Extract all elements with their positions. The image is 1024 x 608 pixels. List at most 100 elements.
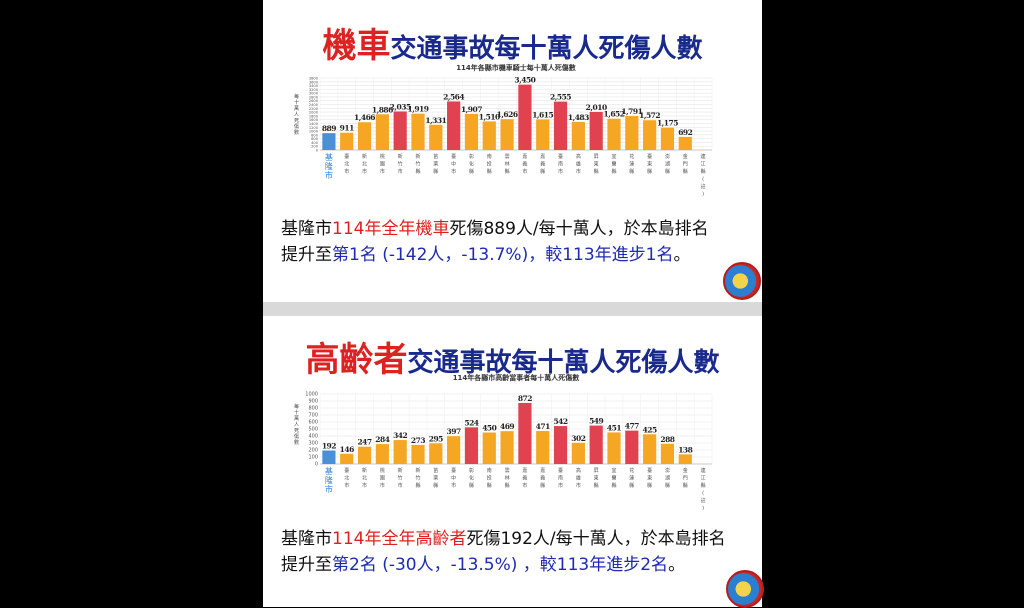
elderly-bar-chart: 114年各縣市高齡當事者每十萬人死傷數每十萬人死傷數01002003004005… xyxy=(294,373,713,510)
title-rest: 交通事故每十萬人死傷人數 xyxy=(390,34,703,64)
bar xyxy=(464,427,479,464)
data-label: 247 xyxy=(357,438,371,447)
data-label: 302 xyxy=(571,434,585,443)
bar xyxy=(411,113,425,150)
bar xyxy=(447,101,461,150)
x-tick-label: 高雄市 xyxy=(576,153,581,175)
slide-title: 機車交通事故每十萬人死傷人數 xyxy=(263,18,762,67)
x-tick-label: 臺中市 xyxy=(451,153,456,175)
data-label: 192 xyxy=(322,442,336,451)
bar xyxy=(607,118,621,150)
x-tick-label: 臺北市 xyxy=(344,467,349,489)
x-tick-label: 宜蘭縣 xyxy=(611,467,616,489)
y-tick-label: 800 xyxy=(311,133,319,137)
y-tick-label: 400 xyxy=(311,141,319,145)
data-label: 146 xyxy=(340,445,354,454)
x-tick-label: 臺南市 xyxy=(558,467,563,489)
x-tick-label: 新北市 xyxy=(362,153,367,175)
x-tick-label: 臺中市 xyxy=(451,467,456,489)
data-label: 2,564 xyxy=(443,92,464,101)
x-tick-label: 新竹市 xyxy=(398,153,403,175)
bar xyxy=(518,402,532,464)
y-tick-label: 2400 xyxy=(309,103,319,107)
bar xyxy=(393,111,407,150)
summary-rank: 第1名 (-142人，-13.7%)，較113年進步1名 xyxy=(332,245,674,265)
x-tick-label: 桃園市 xyxy=(380,467,385,489)
x-tick-label: 臺東縣 xyxy=(647,467,652,489)
bar xyxy=(643,120,657,150)
y-tick-label: 500 xyxy=(308,427,318,433)
y-tick-label: 900 xyxy=(308,399,318,405)
slide-title: 高齡者交通事故每十萬人死傷人數 xyxy=(263,332,762,381)
bar xyxy=(464,113,479,150)
bar xyxy=(393,440,407,464)
data-label: 2,010 xyxy=(586,103,607,112)
data-label: 469 xyxy=(500,422,514,431)
bar xyxy=(482,432,496,464)
data-label: 1,466 xyxy=(354,113,375,122)
x-tick-label: 新竹縣 xyxy=(415,467,420,489)
bar xyxy=(571,442,585,464)
bar xyxy=(553,426,568,464)
bar xyxy=(482,121,496,150)
summary-text: 基隆市 xyxy=(281,219,332,239)
bar xyxy=(660,443,675,464)
data-label: 1,615 xyxy=(532,110,553,119)
x-tick-label: 臺東縣 xyxy=(647,153,652,175)
x-tick-label: 花蓮縣 xyxy=(629,153,634,175)
x-tick-label: 連江縣(註) xyxy=(701,467,706,510)
bar xyxy=(678,454,692,464)
bar xyxy=(625,116,639,150)
y-axis-label: 每十萬人死傷數 xyxy=(294,93,299,136)
bar xyxy=(536,119,550,150)
summary-line-2: 提升至第2名 (-30人，-13.5%) ，較113年進步2名。 xyxy=(281,550,685,575)
data-label: 911 xyxy=(340,124,354,133)
bar xyxy=(571,121,585,150)
y-tick-label: 400 xyxy=(308,434,318,440)
y-tick-label: 3000 xyxy=(309,92,319,96)
data-label: 288 xyxy=(660,435,674,444)
x-tick-label: 金門縣 xyxy=(683,153,688,175)
y-tick-label: 1200 xyxy=(309,126,319,130)
bar xyxy=(447,436,461,464)
summary-text: 提升至 xyxy=(281,555,332,575)
y-tick-label: 300 xyxy=(308,441,318,447)
x-tick-label: 桃園市 xyxy=(380,153,385,175)
summary-text: 基隆市 xyxy=(281,529,332,549)
y-tick-label: 0 xyxy=(316,149,319,153)
x-tick-label: 基隆市 xyxy=(325,466,333,494)
bar xyxy=(375,114,389,150)
data-label: 425 xyxy=(643,425,657,434)
data-label: 889 xyxy=(322,124,336,133)
data-label: 2,035 xyxy=(390,102,411,111)
bar xyxy=(411,444,425,464)
x-tick-label: 澎湖縣 xyxy=(665,467,670,489)
summary-line-1: 基隆市114年全年機車死傷889人/每十萬人，於本島排名 xyxy=(281,214,709,239)
title-rest: 交通事故每十萬人死傷人數 xyxy=(407,348,720,378)
data-label: 2,555 xyxy=(550,93,571,102)
data-label: 542 xyxy=(553,417,567,426)
chart-title: 114年各縣市高齡當事者每十萬人死傷數 xyxy=(453,373,580,382)
bar xyxy=(643,434,657,464)
chart-title: 114年各縣市機車騎士每十萬人死傷數 xyxy=(456,63,576,72)
x-tick-label: 苗栗縣 xyxy=(433,154,438,175)
data-label: 872 xyxy=(518,394,532,403)
data-label: 471 xyxy=(536,422,550,431)
bar xyxy=(625,430,639,464)
data-label: 3,450 xyxy=(514,76,535,85)
y-tick-label: 2600 xyxy=(309,99,319,103)
data-label: 1,331 xyxy=(425,116,446,125)
bar xyxy=(589,425,603,464)
summary-highlight: 114年全年高齡者 xyxy=(332,529,467,549)
summary-text: 死傷889人/每十萬人，於本島排名 xyxy=(449,219,709,239)
slide-motorcycle: 機車交通事故每十萬人死傷人數 114年各縣市機車騎士每十萬人死傷數每十萬人死傷數… xyxy=(263,0,762,302)
y-tick-label: 800 xyxy=(308,406,318,412)
y-tick-label: 1800 xyxy=(309,114,319,118)
y-tick-label: 3400 xyxy=(309,84,319,88)
y-tick-label: 200 xyxy=(311,145,319,149)
x-tick-label: 高雄市 xyxy=(576,467,581,489)
bar xyxy=(500,431,514,464)
x-tick-label: 南投縣 xyxy=(487,153,492,175)
summary-text: 提升至 xyxy=(281,245,332,265)
